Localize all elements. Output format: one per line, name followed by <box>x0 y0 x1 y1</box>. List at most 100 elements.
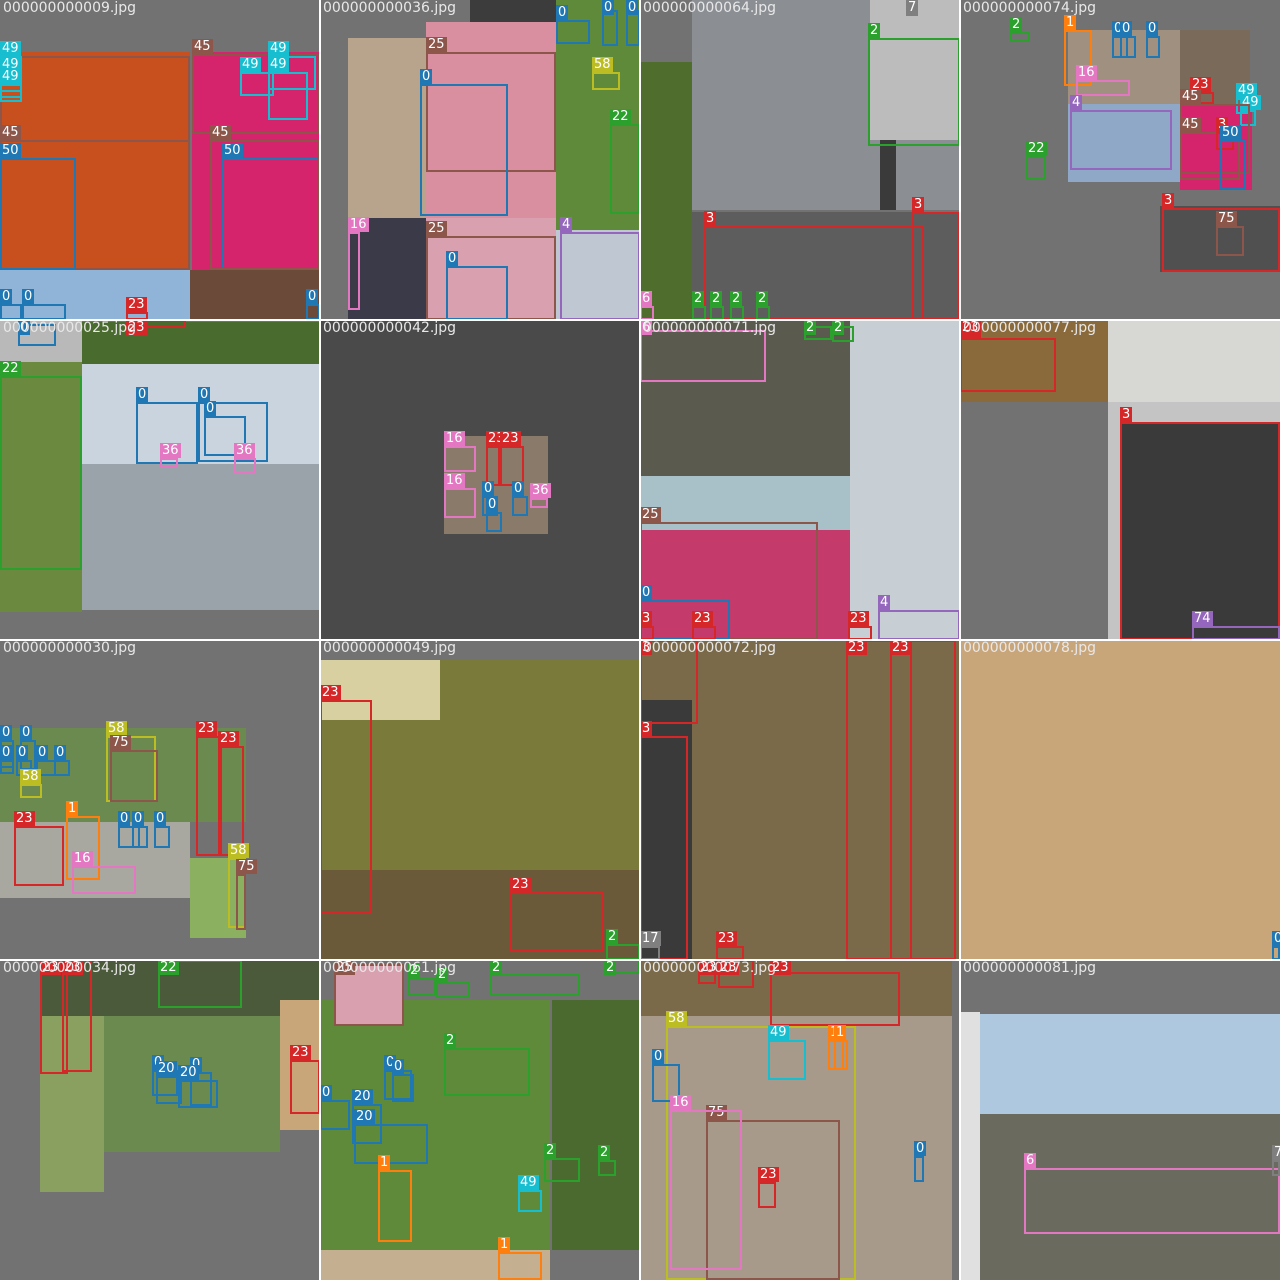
detection-box <box>758 1182 776 1208</box>
detection-label: 0 <box>22 289 35 304</box>
detection-box <box>710 306 724 320</box>
detection-label: 16 <box>670 1095 691 1110</box>
grid-divider <box>0 639 1280 641</box>
tile-filename: 000000000071.jpg <box>643 320 776 336</box>
detection-label: 0 <box>54 745 67 760</box>
image-patch <box>640 640 960 960</box>
detection-label: 49 <box>268 41 289 56</box>
detection-label: 6 <box>640 320 653 335</box>
detection-label: 23 <box>40 960 61 975</box>
detection-label: 75 <box>236 859 257 874</box>
detection-label: 22 <box>0 361 21 376</box>
detection-label: 23 <box>500 431 521 446</box>
image-patch <box>280 1000 320 1130</box>
detection-box <box>154 826 170 848</box>
detection-label: 0 <box>1146 21 1159 36</box>
image-patch <box>1120 424 1280 640</box>
image-patch <box>980 1114 1280 1280</box>
detection-box <box>210 140 320 270</box>
detection-label: 0 <box>36 745 49 760</box>
mosaic-tile: 6 7 000000000081.jpg <box>960 960 1280 1280</box>
detection-label: 2 <box>804 320 817 335</box>
detection-label: 2 <box>756 291 769 306</box>
detection-label: 0 <box>154 811 167 826</box>
detection-label: 0 <box>306 289 319 304</box>
detection-box <box>354 1124 428 1164</box>
detection-box <box>290 1060 320 1114</box>
detection-label: 0 <box>626 0 639 15</box>
detection-label: 23 <box>196 721 217 736</box>
mosaic-tile: 0 23 22 0 0 0 36 36 000000000025.jpg <box>0 320 320 640</box>
detection-box <box>196 736 222 856</box>
detection-label: 49 <box>0 69 21 84</box>
detection-label: 75 <box>1216 211 1237 226</box>
detection-label: 16 <box>444 473 465 488</box>
detection-label: 0 <box>198 387 211 402</box>
image-patch <box>1108 320 1280 402</box>
detection-label: 49 <box>0 41 21 56</box>
detection-label: 45 <box>210 125 231 140</box>
detection-label: 0 <box>652 1049 665 1064</box>
detection-label: 0 <box>20 725 33 740</box>
mosaic-tile: 2 7 3 3 6 2 2 2 2 000000000064.jpg <box>640 0 960 320</box>
mosaic-tile: 25 2 2 2 2 2 0 0 0 20 20 1 2 2 49 1 000000000061.jpg <box>320 960 640 1280</box>
detection-box <box>486 446 500 486</box>
detection-box <box>640 946 660 960</box>
detection-label: 1 <box>66 801 79 816</box>
detection-box <box>72 866 136 894</box>
detection-box <box>436 982 470 998</box>
tile-filename: 000000000073.jpg <box>643 960 776 976</box>
image-patch <box>320 1250 550 1280</box>
detection-box <box>66 816 100 880</box>
detection-label: 0 <box>204 401 217 416</box>
tile-filename: 000000000036.jpg <box>323 0 456 16</box>
image-patch <box>40 1016 104 1192</box>
detection-label: 0 <box>18 320 31 335</box>
tile-filename: 000000000025.jpg <box>3 320 136 336</box>
detection-label: 25 <box>640 507 661 522</box>
detection-label: 23 <box>510 877 531 892</box>
detection-label: 58 <box>20 769 41 784</box>
detection-label: 2 <box>598 1145 611 1160</box>
detection-label: 23 <box>320 685 341 700</box>
tile-filename: 000000000042.jpg <box>323 320 456 336</box>
detection-box <box>598 1160 616 1176</box>
detection-label: 0 <box>320 1085 333 1100</box>
detection-label: 23 <box>62 960 83 975</box>
detection-label: 23 <box>290 1045 311 1060</box>
image-patch <box>348 218 426 320</box>
detection-label: 36 <box>160 443 181 458</box>
detection-label: 0 <box>136 387 149 402</box>
image-patch <box>640 320 850 476</box>
detection-label: 2 <box>444 1033 457 1048</box>
detection-label: 45 <box>1180 117 1201 132</box>
image-patch <box>320 870 640 960</box>
detection-label: 3 <box>704 211 717 226</box>
detection-label: 50 <box>222 143 243 158</box>
detection-label: 3 <box>640 640 653 655</box>
detection-box <box>132 826 148 848</box>
tile-filename: 000000000061.jpg <box>323 960 456 976</box>
mosaic-tile: 25 0 0 0 0 58 22 16 25 0 4 000000000036.jpg <box>320 0 640 320</box>
detection-box <box>510 892 604 952</box>
detection-label: 0 <box>556 5 569 20</box>
detection-box <box>160 458 178 468</box>
image-patch <box>82 364 320 464</box>
detection-label: 25 <box>426 221 447 236</box>
tile-filename: 000000000030.jpg <box>3 640 136 656</box>
detection-box <box>770 972 900 1026</box>
detection-label: 2 <box>436 967 449 982</box>
detection-box <box>22 304 66 320</box>
detection-label: 23 <box>698 960 719 975</box>
detection-label: 49 <box>1240 95 1261 110</box>
detection-box <box>420 84 508 216</box>
detection-box <box>204 416 246 456</box>
image-patch <box>960 1012 980 1280</box>
detection-label: 1 <box>834 1025 847 1040</box>
detection-box <box>198 402 268 462</box>
detection-label: 3 <box>912 197 925 212</box>
detection-box <box>602 10 618 46</box>
detection-label: 1 <box>498 1237 511 1252</box>
detection-box <box>54 760 70 776</box>
detection-label: 23 <box>14 811 35 826</box>
